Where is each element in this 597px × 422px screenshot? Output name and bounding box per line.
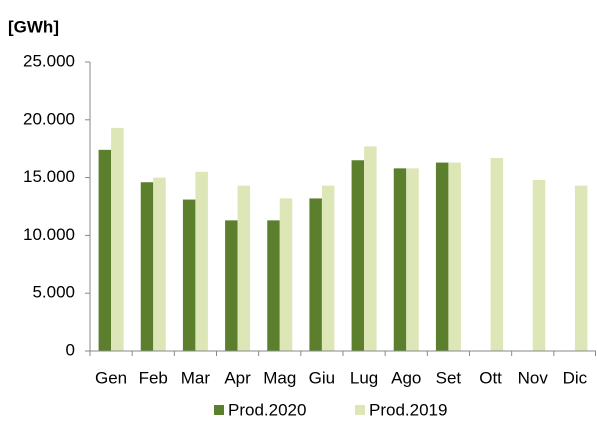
bar — [574, 185, 588, 351]
y-tick-label: 20.000 — [23, 109, 75, 128]
x-tick-label: Mar — [181, 368, 211, 387]
legend-label: Prod.2019 — [369, 400, 447, 419]
y-tick-label: 15.000 — [23, 167, 75, 186]
legend-swatch — [214, 405, 224, 415]
x-tick-label: Lug — [350, 368, 378, 387]
x-tick-label: Ago — [391, 368, 421, 387]
bar — [321, 185, 335, 351]
x-tick-label: Set — [436, 368, 462, 387]
bar — [153, 177, 166, 351]
bar — [98, 149, 112, 351]
bar — [237, 185, 251, 351]
x-tick-label: Gen — [95, 368, 127, 387]
bar — [267, 220, 280, 351]
bar — [140, 182, 154, 351]
bar — [406, 168, 419, 351]
bar — [225, 220, 238, 351]
bar — [435, 162, 449, 351]
bar — [279, 198, 293, 351]
bar — [182, 199, 196, 351]
y-tick-label: 25.000 — [23, 51, 75, 70]
x-tick-label: Dic — [563, 368, 588, 387]
bar — [393, 168, 407, 351]
bar — [309, 198, 322, 351]
x-tick-label: Mag — [263, 368, 296, 387]
bar — [448, 162, 461, 351]
x-tick-label: Ott — [479, 368, 502, 387]
y-tick-label: 5.000 — [32, 283, 75, 302]
x-tick-label: Nov — [518, 368, 549, 387]
bar — [111, 127, 124, 351]
bar — [532, 179, 546, 351]
x-tick-label: Apr — [224, 368, 251, 387]
x-tick-label: Giu — [309, 368, 335, 387]
bar — [195, 171, 208, 351]
x-tick-label: Feb — [139, 368, 168, 387]
y-tick-label: 0 — [66, 340, 75, 359]
y-tick-label: 10.000 — [23, 225, 75, 244]
bar — [490, 157, 504, 351]
legend-label: Prod.2020 — [228, 400, 306, 419]
bar — [364, 146, 377, 351]
y-axis-label: [GWh] — [8, 17, 59, 36]
legend-swatch — [355, 405, 365, 415]
bar — [351, 160, 365, 351]
